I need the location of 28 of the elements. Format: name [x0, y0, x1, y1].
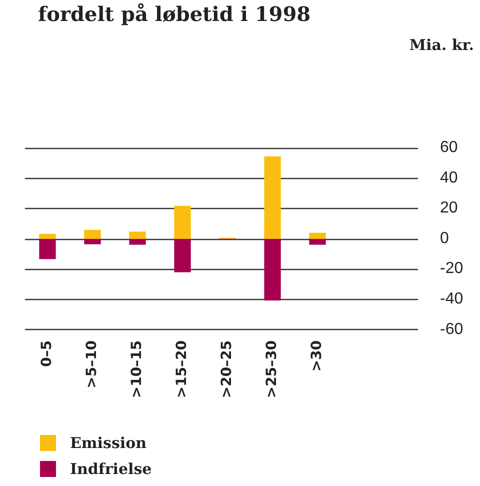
- bar: [84, 230, 101, 239]
- x-tick-label: >20–25: [219, 340, 236, 398]
- x-tick-label: >30: [309, 340, 326, 372]
- y-tick-label: -40: [440, 290, 464, 308]
- bar: [309, 232, 326, 239]
- bar: [174, 238, 191, 272]
- bar: [264, 156, 281, 239]
- y-tick-label: 0: [440, 230, 449, 247]
- x-tick-label: >15–20: [174, 340, 190, 398]
- x-tick-label: >10–15: [129, 340, 146, 398]
- bar: [129, 232, 146, 239]
- bar: [39, 234, 56, 239]
- y-tick-label: 20: [440, 200, 458, 217]
- text: Mia. kr.: [409, 36, 474, 54]
- legend-label: Indfrielse: [70, 460, 152, 478]
- bar: [39, 238, 56, 260]
- x-tick-label: >25–30: [264, 340, 280, 398]
- y-tick-label: 40: [440, 169, 458, 186]
- x-tick-label: 0–5: [39, 340, 56, 367]
- bar: [174, 206, 191, 239]
- bar: [84, 238, 101, 244]
- y-tick-label: 60: [440, 139, 458, 156]
- chart-title: fordelt på løbetid i 1998: [38, 2, 311, 26]
- x-tick-label: >5–10: [84, 340, 100, 388]
- y-tick-label: -60: [440, 320, 464, 338]
- legend-label: Emission: [70, 434, 147, 452]
- bar: [264, 238, 281, 300]
- y-tick-label: -20: [440, 260, 464, 278]
